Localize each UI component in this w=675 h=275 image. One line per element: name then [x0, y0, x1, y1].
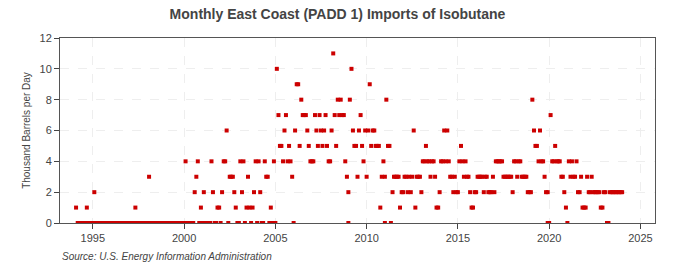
svg-text:12: 12 — [40, 32, 52, 44]
svg-text:0: 0 — [46, 217, 52, 229]
svg-text:2: 2 — [46, 186, 52, 198]
svg-text:8: 8 — [46, 94, 52, 106]
svg-text:Source: U.S. Energy Informatio: Source: U.S. Energy Information Administ… — [62, 251, 272, 262]
svg-text:2015: 2015 — [446, 232, 470, 244]
svg-text:4: 4 — [46, 155, 52, 167]
svg-text:2025: 2025 — [628, 232, 652, 244]
svg-text:1995: 1995 — [81, 232, 105, 244]
svg-text:6: 6 — [46, 124, 52, 136]
svg-text:10: 10 — [40, 63, 52, 75]
svg-text:2000: 2000 — [172, 232, 196, 244]
svg-text:2020: 2020 — [537, 232, 561, 244]
svg-text:2010: 2010 — [354, 232, 378, 244]
svg-text:Thousand Barrels per Day: Thousand Barrels per Day — [21, 72, 32, 189]
svg-text:2005: 2005 — [263, 232, 287, 244]
svg-text:Monthly East Coast (PADD 1) Im: Monthly East Coast (PADD 1) Imports of I… — [170, 6, 506, 22]
